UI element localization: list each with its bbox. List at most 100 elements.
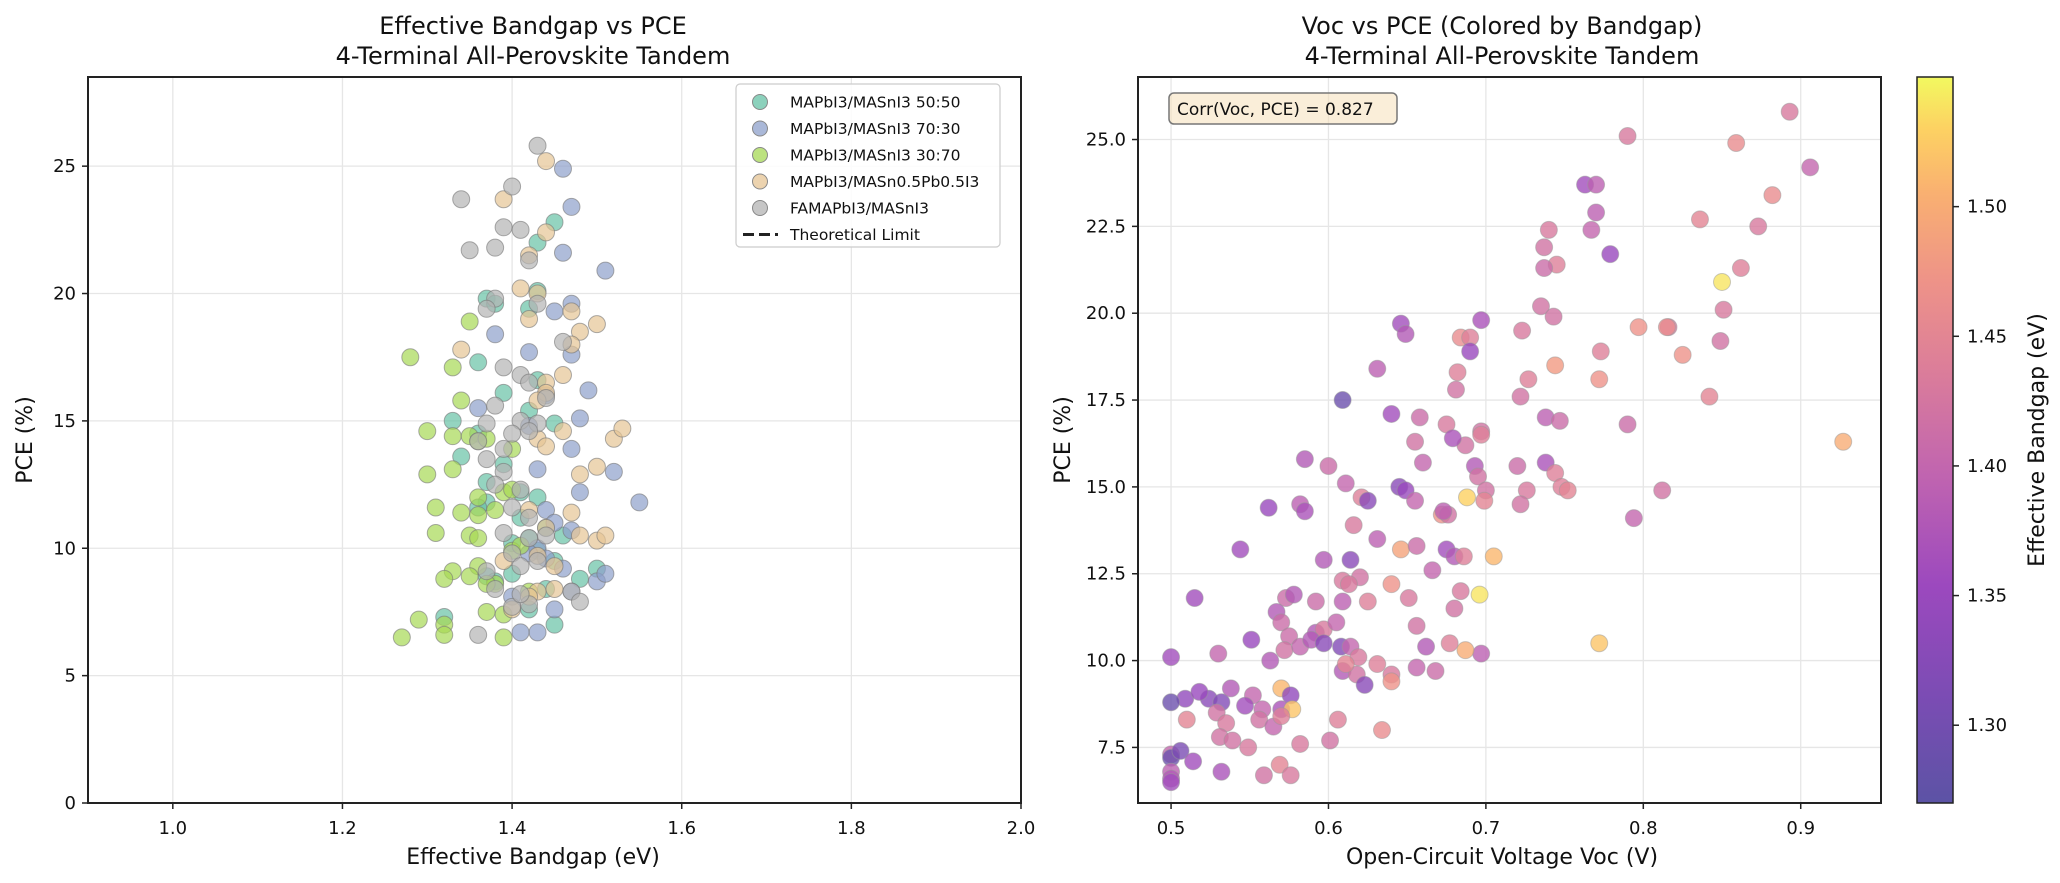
scatter-point [486,325,505,344]
scatter-point [1451,582,1470,601]
scatter-point [1407,616,1426,635]
scatter-point [435,625,454,644]
scatter-point [1391,540,1410,559]
right-axes-frame [1137,76,1882,804]
left-x-ticks: 1.0 1.2 1.4 1.6 1.8 2.0 [158,803,1035,839]
y-tick-label: 12.5 [1086,564,1126,585]
scatter-point [1333,391,1352,410]
scatter-point [477,299,496,318]
y-tick-label: 22.5 [1086,216,1126,237]
scatter-point [1587,175,1606,194]
scatter-point [520,508,539,527]
y-tick-label: 7.5 [1097,737,1126,758]
scatter-point [469,353,488,372]
left-x-axis-label: Effective Bandgap (eV) [406,845,660,870]
right-grid [1138,77,1881,803]
scatter-point [537,437,556,456]
scatter-point [562,439,581,458]
scatter-point [1531,297,1550,316]
scatter-point [494,190,513,209]
scatter-point [528,623,547,642]
scatter-point [511,585,530,604]
scatter-point [596,564,615,583]
scatter-point [494,462,513,481]
scatter-point [1336,474,1355,493]
scatter-point [520,310,539,328]
scatter-point [418,422,437,441]
scatter-point [562,503,581,522]
scatter-point [1406,432,1425,451]
scatter-point [460,241,479,260]
legend-frame [735,83,1001,248]
x-tick-label: 0.8 [1629,818,1658,839]
x-tick-label: 0.9 [1786,818,1815,839]
annotation-box [1168,92,1398,125]
scatter-point [1284,585,1303,604]
x-tick-label: 1.4 [498,818,527,839]
scatter-point [528,136,547,155]
scatter-point [1727,134,1746,152]
scatter-point [537,388,556,407]
scatter-point [587,457,606,476]
scatter-point [1382,672,1401,691]
scatter-point [520,373,539,392]
scatter-point [1470,585,1489,604]
scatter-point [1513,321,1532,340]
right-scatter-points [1162,102,1853,792]
x-tick-label: 0.5 [1157,818,1186,839]
scatter-point [494,358,513,377]
scatter-point [570,465,589,484]
scatter-point [1780,102,1799,121]
scatter-point [443,411,462,430]
scatter-point [1406,491,1425,510]
left-scatter-points [392,136,649,647]
scatter-point [1653,481,1672,500]
scatter-point [1426,662,1445,680]
scatter-point [511,623,530,642]
scatter-point [1185,589,1204,608]
scatter-point [1434,502,1453,521]
scatter-point [1457,488,1476,507]
scatter-point [1328,710,1347,729]
scatter-point [1690,210,1709,229]
scatter-point [1801,158,1820,177]
scatter-point [469,488,488,507]
scatter-point [1407,536,1426,555]
colorbar-tick-label: 1.50 [1967,197,2007,218]
legend-marker [752,173,768,190]
scatter-point [1344,516,1363,535]
scatter-point [494,218,513,237]
scatter-point [1446,380,1465,399]
scatter-point [1231,540,1250,559]
scatter-point [486,475,505,494]
scatter-point [1519,370,1538,389]
scatter-point [570,526,589,545]
scatter-point [1336,655,1355,674]
right-title-line2: 4-Terminal All-Perovskite Tandem [1305,42,1700,70]
scatter-point [1657,318,1676,337]
scatter-point [1314,634,1333,653]
scatter-point [1291,734,1310,753]
scatter-point [1382,575,1401,594]
scatter-point [1209,644,1228,663]
scatter-point [1582,220,1601,239]
scatter-point [1259,498,1278,517]
scatter-point [1535,259,1554,278]
scatter-point [511,480,530,499]
scatter-point [604,462,623,481]
scatter-point [1618,415,1637,434]
legend-label: Theoretical Limit [789,226,920,244]
scatter-point [1539,220,1558,239]
scatter-point [1368,655,1387,674]
left-title-line2: 4-Terminal All-Perovskite Tandem [336,42,731,70]
colorbar-ticks: 1.30 1.35 1.40 1.45 1.50 [1953,197,2007,736]
scatter-point [1448,363,1467,382]
y-tick-label: 25.0 [1086,130,1126,151]
scatter-point [1272,613,1291,632]
scatter-point [511,557,530,576]
scatter-point [1511,387,1530,406]
legend-label: FAMAPbI3/MASnI3 [790,200,929,218]
y-tick-label: 10.0 [1086,651,1126,672]
scatter-point [392,628,411,647]
scatter-point [1184,752,1203,771]
